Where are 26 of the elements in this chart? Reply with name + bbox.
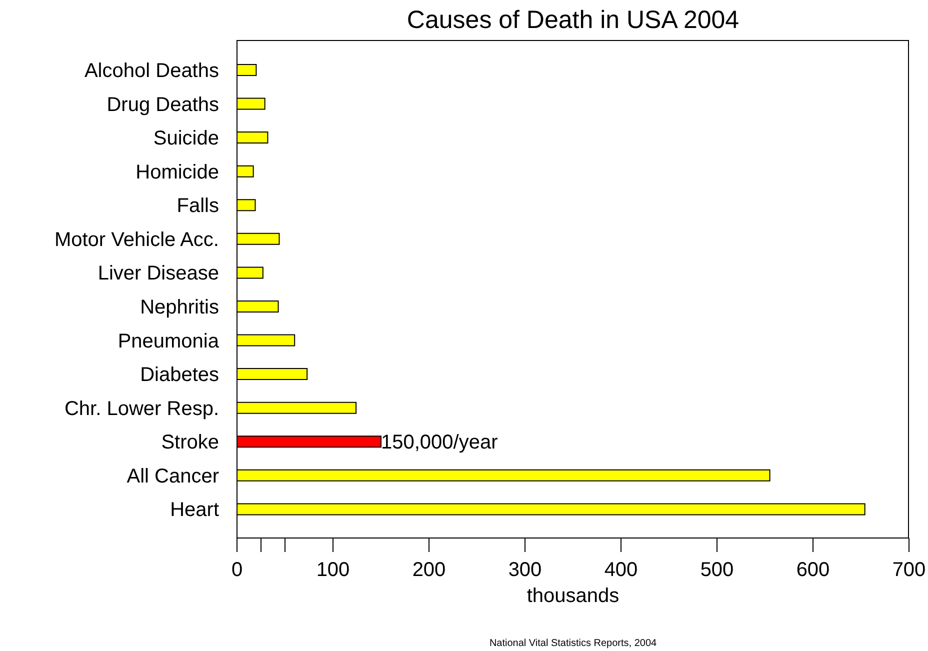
y-tick-label: Homicide [136, 161, 219, 184]
x-tick-label: 600 [796, 559, 830, 582]
annotation: 150,000/year [381, 432, 498, 454]
x-axis-title: thousands [526, 585, 620, 608]
y-tick-label: Pneumonia [118, 330, 220, 352]
y-tick-label: Heart [170, 499, 220, 522]
y-tick-label: All Cancer [126, 465, 220, 488]
y-tick-label: Alcohol Deaths [84, 60, 219, 82]
x-tick-label: 100 [316, 559, 350, 582]
x-tick-label: 400 [604, 559, 638, 582]
y-tick-label: Chr. Lower Resp. [64, 398, 219, 420]
y-tick-label: Stroke [161, 432, 219, 454]
y-tick-label: Diabetes [140, 364, 219, 386]
y-tick-label: Falls [176, 195, 219, 218]
x-tick-label: 200 [412, 559, 446, 582]
y-tick-label: Drug Deaths [106, 94, 219, 116]
x-tick-label: 700 [892, 559, 926, 582]
x-tick-label: 300 [508, 559, 542, 582]
x-tick-label: 500 [700, 559, 734, 582]
text: National Vital Statistics Reports, 2004 [488, 638, 658, 649]
y-tick-label: Motor Vehicle Acc. [54, 228, 219, 251]
x-tick-label: 0 [231, 559, 243, 582]
y-tick-label: Nephritis [140, 296, 219, 318]
chart-title: Causes of Death in USA 2004 [406, 6, 740, 35]
y-tick-label: Suicide [153, 128, 219, 150]
y-tick-label: Liver Disease [98, 262, 219, 285]
